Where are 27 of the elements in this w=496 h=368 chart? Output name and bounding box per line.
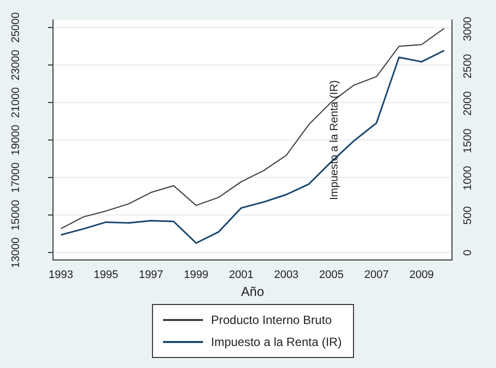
y2-tick-label: 2500 <box>462 54 474 78</box>
x-axis-title: Año <box>240 284 264 299</box>
x-tick-label: 2007 <box>364 268 389 281</box>
x-tick-label: 1995 <box>94 268 118 281</box>
y-tick-label: 17000 <box>10 162 22 193</box>
y-tick-label: 23000 <box>10 50 22 80</box>
legend-label: Impuesto a la Renta (IR) <box>211 335 342 349</box>
y2-tick-label: 2000 <box>462 91 474 116</box>
y2-tick-label: 1000 <box>462 166 474 190</box>
y-tick-label: 19000 <box>10 124 22 156</box>
x-tick-label: 2009 <box>409 268 434 281</box>
x-tick-label: 2003 <box>274 268 299 281</box>
y2-tick-label: 3000 <box>462 16 474 42</box>
y2-tick-label: 500 <box>462 206 474 225</box>
legend-label: Producto Interno Bruto <box>211 313 332 327</box>
y2-axis-title: Impuesto a la Renta (IR) <box>328 80 340 200</box>
y-tick-label: 25000 <box>10 12 22 43</box>
y2-tick-label: 0 <box>462 250 474 256</box>
x-tick-label: 1999 <box>184 268 208 281</box>
x-tick-label: 1997 <box>138 268 164 281</box>
y-tick-label: 13000 <box>10 237 22 268</box>
y-tick-label: 21000 <box>10 87 22 118</box>
x-tick-label: 2005 <box>319 268 344 281</box>
y-tick-label: 15000 <box>10 200 22 230</box>
x-tick-label: 1993 <box>48 268 74 281</box>
y2-tick-label: 1500 <box>462 128 474 154</box>
x-tick-label: 2001 <box>228 268 254 281</box>
